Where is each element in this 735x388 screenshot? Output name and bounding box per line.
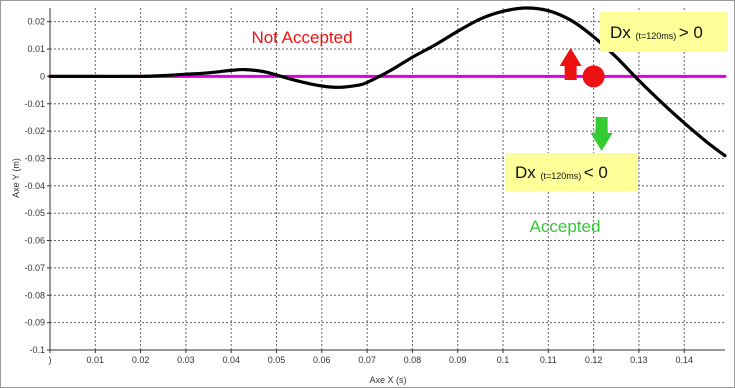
x-axis-title: Axe X (s) bbox=[369, 375, 406, 385]
y-tick-label: 0.01 bbox=[27, 44, 45, 54]
x-tick-label: 0.02 bbox=[132, 355, 150, 365]
not-accepted-label: Not Accepted bbox=[251, 28, 352, 47]
x-tick-label: 0.03 bbox=[177, 355, 195, 365]
callout-bottom: Dx (t=120ms) < 0 bbox=[505, 153, 637, 191]
marker-point bbox=[582, 65, 605, 88]
accepted-label: Accepted bbox=[530, 217, 601, 236]
y-tick-label: -0.04 bbox=[24, 181, 45, 191]
x-tick-label: 0.14 bbox=[675, 355, 693, 365]
series-line-response bbox=[48, 6, 727, 158]
callout-top-text: Dx (t=120ms) > 0 bbox=[610, 23, 703, 42]
marker-group bbox=[582, 65, 605, 88]
x-tick-label: 0.11 bbox=[540, 355, 557, 365]
y-tick-label: -0.03 bbox=[24, 153, 45, 163]
x-tick-label: 0.09 bbox=[449, 355, 467, 365]
y-tick-label: -0.07 bbox=[24, 263, 45, 273]
callout-bottom-prefix: Dx bbox=[515, 163, 541, 182]
y-tick-label: -0.06 bbox=[24, 236, 45, 246]
callout-bottom-subscript: (t=120ms) bbox=[541, 171, 584, 181]
x-tick-labels: ) 0.01 0.02 0.03 0.04 0.05 0.06 0.07 0.08 0.09 0.1… bbox=[49, 350, 693, 365]
y-tick-label: -0.01 bbox=[24, 99, 45, 109]
x-tick-label: 0.06 bbox=[313, 355, 331, 365]
callout-top: Dx (t=120ms) > 0 bbox=[600, 12, 728, 52]
y-tick-label: 0 bbox=[40, 71, 45, 81]
series-group bbox=[48, 6, 727, 158]
callout-top-prefix: Dx bbox=[610, 23, 636, 42]
callout-top-box bbox=[600, 12, 728, 52]
y-tick-label: -0.09 bbox=[24, 318, 45, 328]
callout-bottom-suffix: < 0 bbox=[584, 163, 608, 182]
x-tick-label: 0.04 bbox=[222, 355, 240, 365]
y-tick-label: -0.1 bbox=[29, 345, 45, 355]
arrow-down-icon bbox=[590, 117, 613, 151]
x-tick-label: 0.13 bbox=[630, 355, 648, 365]
y-tick-labels: 0.02 0.01 0 -0.01 -0.02 -0.03 -0.04 -0.05 -0.06 -… bbox=[24, 17, 50, 355]
arrow-up-icon bbox=[559, 48, 582, 80]
x-tick-label: ) bbox=[49, 355, 52, 365]
y-tick-label: 0.02 bbox=[27, 17, 45, 27]
x-tick-label: 0.12 bbox=[585, 355, 603, 365]
callout-top-subscript: (t=120ms) bbox=[636, 31, 679, 41]
x-tick-label: 0.1 bbox=[497, 355, 510, 365]
callout-top-suffix: > 0 bbox=[679, 23, 703, 42]
x-tick-label: 0.01 bbox=[87, 355, 105, 365]
callout-bottom-box bbox=[505, 153, 637, 191]
x-tick-label: 0.08 bbox=[404, 355, 422, 365]
callout-bottom-text: Dx (t=120ms) < 0 bbox=[515, 163, 608, 182]
x-tick-label: 0.07 bbox=[358, 355, 376, 365]
annotation-group: Dx (t=120ms) > 0Dx (t=120ms) < 0 bbox=[505, 12, 728, 191]
y-axis-title: Axe Y (m) bbox=[11, 158, 21, 198]
y-tick-label: -0.08 bbox=[24, 290, 45, 300]
x-tick-label: 0.05 bbox=[268, 355, 286, 365]
y-tick-label: -0.05 bbox=[24, 208, 45, 218]
axes bbox=[49, 8, 725, 351]
grid-lines bbox=[49, 8, 725, 351]
y-tick-label: -0.02 bbox=[24, 126, 45, 136]
